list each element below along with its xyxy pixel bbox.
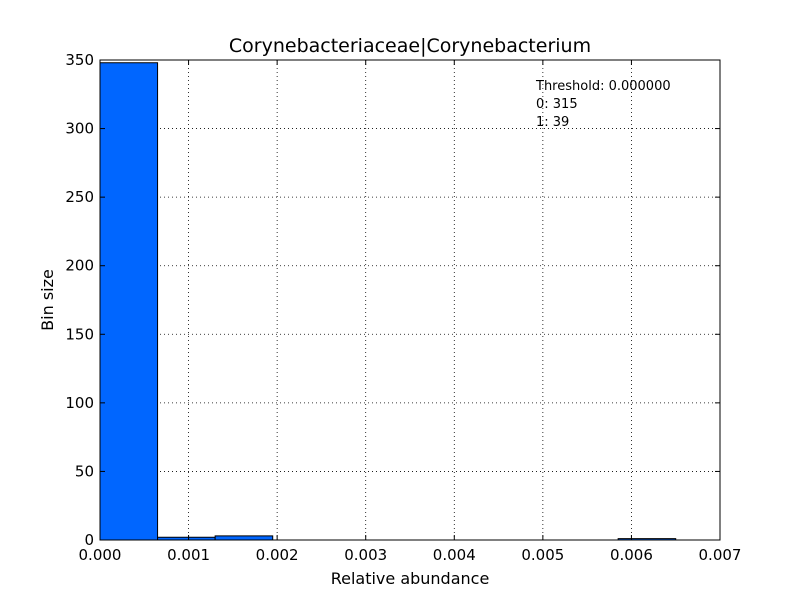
y-tick-label: 250 [65, 188, 94, 206]
y-tick-label: 200 [65, 257, 94, 275]
chart-title: Corynebacteriaceae|Corynebacterium [229, 35, 591, 57]
x-tick-label: 0.005 [521, 546, 564, 564]
plot-frame [99, 59, 721, 541]
y-tick-labels: 0 50 100 150 200 250 300 350 [65, 51, 94, 549]
x-tick-label: 0.000 [79, 546, 122, 564]
y-tick-label: 300 [65, 120, 94, 138]
axis-ticks [99, 59, 721, 541]
x-tick-label: 0.007 [699, 546, 742, 564]
y-tick-label: 350 [65, 51, 94, 69]
x-tick-label: 0.004 [433, 546, 476, 564]
y-axis-label: Bin size [38, 269, 57, 331]
x-tick-label: 0.002 [256, 546, 299, 564]
grid-lines [100, 60, 720, 540]
y-tick-label: 50 [75, 462, 94, 480]
annotation-count-0: 0: 315 [536, 97, 578, 112]
annotation-count-1: 1: 39 [536, 115, 569, 130]
x-tick-label: 0.006 [610, 546, 653, 564]
x-tick-label: 0.001 [167, 546, 210, 564]
y-tick-label: 150 [65, 325, 94, 343]
x-tick-label: 0.003 [344, 546, 387, 564]
y-tick-label: 100 [65, 394, 94, 412]
x-axis-label: Relative abundance [331, 569, 490, 588]
x-tick-labels: 0.000 0.001 0.002 0.003 0.004 0.005 0.006 0.007 [79, 546, 742, 564]
histogram-bar [99, 62, 159, 541]
y-tick-label: 0 [84, 531, 94, 549]
threshold-annotation: Threshold: 0.000000 0: 315 1: 39 [535, 79, 671, 130]
histogram-bar [214, 535, 274, 541]
histogram-bars [99, 62, 677, 541]
annotation-threshold: Threshold: 0.000000 [535, 79, 671, 94]
